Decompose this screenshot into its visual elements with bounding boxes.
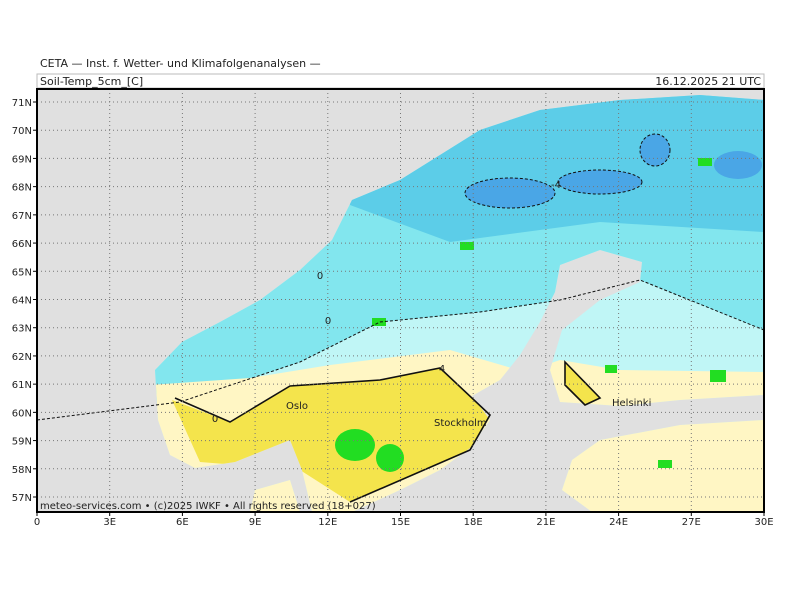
map-frame <box>36 88 765 513</box>
city-label: Stockholm <box>434 418 487 429</box>
lat-label: 60N <box>12 408 32 419</box>
lon-label: 0 <box>34 517 40 528</box>
city-label: Oslo <box>286 401 308 412</box>
lat-label: 63N <box>12 324 32 335</box>
contour-label: 0 <box>317 271 323 282</box>
contour-label: 4 <box>439 364 445 375</box>
lon-label: 12E <box>318 517 337 528</box>
lat-label: 69N <box>12 154 32 165</box>
lon-label: 6E <box>176 517 189 528</box>
lat-label: 57N <box>12 493 32 504</box>
lat-label: 64N <box>12 296 32 307</box>
lat-label: 71N <box>12 98 32 109</box>
lon-label: 27E <box>682 517 701 528</box>
lon-label: 21E <box>536 517 555 528</box>
header-title: CETA — Inst. f. Wetter- und Klimafolgena… <box>40 57 321 70</box>
lat-label: 67N <box>12 211 32 222</box>
lat-label: 66N <box>12 239 32 250</box>
lat-label: 62N <box>12 352 32 363</box>
contours <box>36 133 765 503</box>
city-label: Helsinki <box>612 398 651 409</box>
lat-label: 68N <box>12 183 32 194</box>
lat-label: 65N <box>12 267 32 278</box>
datetime-label: 16.12.2025 21 UTC <box>655 75 761 88</box>
contour-label: 0 <box>325 316 331 327</box>
lat-label: 58N <box>12 465 32 476</box>
variable-label: Soil-Temp_5cm_[C] <box>40 75 143 88</box>
lon-label: 3E <box>103 517 116 528</box>
contour-label: 0 <box>212 414 218 425</box>
lon-label: 18E <box>464 517 483 528</box>
labels: 71N 70N 69N 68N 67N 66N 65N 64N 63N 62N 61N 60N 59N 5… <box>12 98 774 528</box>
lat-label: 61N <box>12 380 32 391</box>
lon-label: 9E <box>249 517 262 528</box>
lat-label: 59N <box>12 437 32 448</box>
lon-label: 15E <box>391 517 410 528</box>
footer: meteo-services.com • (c)2025 IWKF • All … <box>40 501 376 512</box>
lat-label: 70N <box>12 126 32 137</box>
contour-label: -4 <box>551 180 561 191</box>
lon-label: 30E <box>754 517 773 528</box>
lon-label: 24E <box>609 517 628 528</box>
